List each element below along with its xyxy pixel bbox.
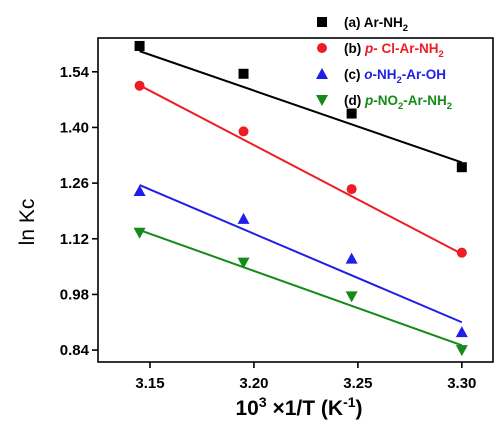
legend-marker-c <box>316 68 328 79</box>
legend-marker-a <box>317 17 327 27</box>
legend-label-b: (b) p- Cl-Ar-NH2 <box>344 41 444 60</box>
axes: 3.15 3.20 3.25 3.30 0.84 0.98 1.12 1.26 1.40 1.54 <box>60 64 477 392</box>
data-point-d <box>133 227 146 239</box>
legend-label-a: (a) Ar-NH2 <box>344 15 408 34</box>
data-point-d <box>345 291 358 303</box>
y-tick-label: 0.98 <box>60 286 89 303</box>
x-tick-label: 3.30 <box>447 375 476 392</box>
data-point-a <box>346 108 357 119</box>
legend-label-d: (d) p-NO2-Ar-NH2 <box>344 93 452 112</box>
data-point-b <box>456 247 467 258</box>
fit-line-d <box>139 229 463 347</box>
data-point-b <box>238 126 249 137</box>
data-point-b <box>134 80 145 91</box>
data-point-c <box>133 185 146 197</box>
x-tick-label: 3.25 <box>343 375 372 392</box>
fit-line-a <box>139 50 463 164</box>
x-axis-title: 103 ×1/T (K-1) <box>235 394 362 420</box>
y-axis-title: ln Kc <box>16 199 39 246</box>
fit-line-b <box>139 84 463 255</box>
y-tick-label: 1.26 <box>60 175 89 192</box>
y-tick-label: 1.12 <box>60 231 89 248</box>
data-point-b <box>346 184 357 195</box>
data-point-c <box>455 326 468 338</box>
data-point-c <box>237 212 250 224</box>
fit-lines <box>139 50 463 347</box>
fit-line-c <box>139 184 463 324</box>
data-point-c <box>345 252 358 264</box>
x-tick-label: 3.20 <box>239 375 268 392</box>
x-tick-label: 3.15 <box>135 375 164 392</box>
legend-label-c: (c) o-NH2-Ar-OH <box>344 67 446 86</box>
data-markers <box>133 40 468 357</box>
data-point-a <box>238 68 249 79</box>
data-point-a <box>134 40 145 51</box>
data-point-d <box>237 257 250 269</box>
legend-marker-b <box>317 43 327 53</box>
plot-frame <box>97 37 494 363</box>
y-tick-label: 1.40 <box>60 119 89 136</box>
legend: (a) Ar-NH2 (b) p- Cl-Ar-NH2 (c) o-NH2-Ar-O… <box>316 15 452 112</box>
data-point-d <box>455 345 468 357</box>
data-point-a <box>456 162 467 173</box>
legend-marker-d <box>316 95 328 106</box>
y-tick-label: 1.54 <box>60 64 90 81</box>
plot-border <box>97 37 494 363</box>
y-tick-label: 0.84 <box>60 342 90 359</box>
